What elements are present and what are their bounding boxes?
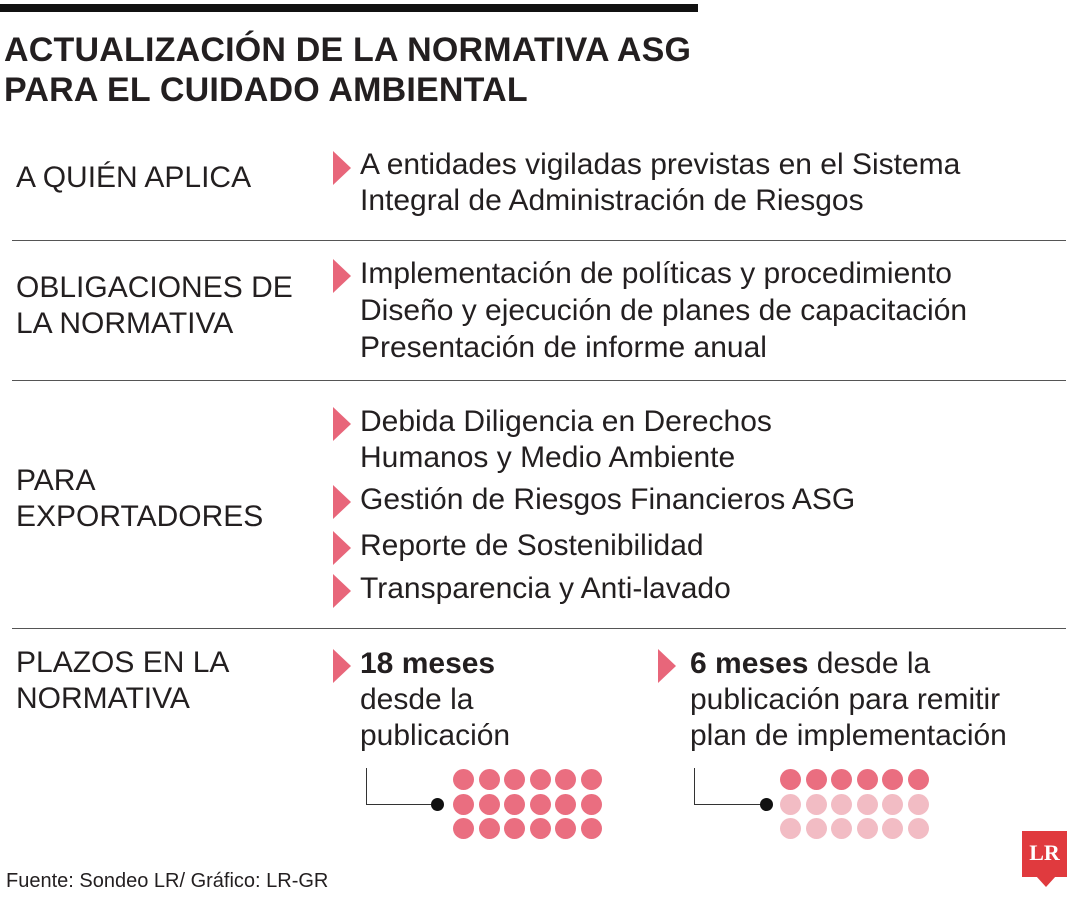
connector-dot <box>431 798 444 811</box>
row-label-line: OBLIGACIONES DE <box>16 271 293 304</box>
row-label-a-quien-aplica: A QUIÉN APLICA <box>16 160 251 196</box>
month-dot-filled <box>831 769 852 790</box>
month-dot-filled <box>529 793 551 815</box>
deadline-heading: 18 meses <box>360 646 495 682</box>
item-text: A entidades vigiladas previstas en el Si… <box>360 148 961 181</box>
arrow-icon <box>658 649 676 683</box>
month-dot-filled <box>478 793 500 815</box>
month-dot-empty <box>882 793 903 815</box>
month-dot-empty <box>831 818 852 839</box>
month-dot-empty <box>907 818 929 839</box>
page-title: ACTUALIZACIÓN DE LA NORMATIVA ASG PARA E… <box>4 30 904 110</box>
connector-line <box>694 768 765 805</box>
month-dot-filled <box>780 769 801 790</box>
month-dot-filled <box>856 769 878 790</box>
deadline-rest: desde la <box>808 647 931 680</box>
month-dot-filled <box>529 818 551 839</box>
row-label-line: A QUIÉN APLICA <box>16 161 252 194</box>
month-dot-filled <box>907 769 929 790</box>
deadline-bold: 18 meses <box>360 647 496 680</box>
month-dot-filled <box>504 818 525 839</box>
item-text: Transparencia y Anti-lavado <box>360 572 731 605</box>
item-text: Reporte de Sostenibilidad <box>360 529 704 562</box>
row-label-line: EXPORTADORES <box>16 500 264 533</box>
top-rule <box>0 4 698 12</box>
divider <box>12 240 1066 241</box>
month-dot-filled <box>555 818 576 839</box>
month-dot-filled <box>882 769 903 790</box>
source-note: Fuente: Sondeo LR/ Gráfico: LR-GR <box>6 870 329 892</box>
months-dot-grid-18 <box>453 769 602 839</box>
month-dot-empty <box>907 793 929 815</box>
divider <box>12 628 1066 629</box>
month-dot-empty <box>780 793 801 815</box>
month-dot-filled <box>478 818 500 839</box>
row-label-obligaciones: OBLIGACIONES DE LA NORMATIVA <box>16 270 293 342</box>
item-text: Diseño y ejecución de planes de capacita… <box>360 294 968 327</box>
month-dot-empty <box>805 818 827 839</box>
month-dot-filled <box>478 769 500 790</box>
row-label-line: LA NORMATIVA <box>16 307 234 340</box>
row-label-line: PARA <box>16 464 96 497</box>
month-dot-filled <box>453 818 474 839</box>
arrow-icon <box>333 259 351 293</box>
item-text: Debida Diligencia en Derechos <box>360 405 772 438</box>
row-label-plazos: PLAZOS EN LA NORMATIVA <box>16 645 229 717</box>
month-dot-filled <box>504 769 525 790</box>
month-dot-filled <box>453 769 474 790</box>
arrow-icon <box>333 649 351 683</box>
item-text: Presentación de informe anual <box>360 331 767 364</box>
lr-logo: LR <box>1022 831 1067 877</box>
month-dot-filled <box>529 769 551 790</box>
connector-line <box>366 768 437 805</box>
item-text: Implementación de políticas y procedimie… <box>360 257 952 290</box>
title-line-2: PARA EL CUIDADO AMBIENTAL <box>4 71 528 109</box>
lr-logo-tail <box>1036 876 1056 887</box>
item-text: Integral de Administración de Riesgos <box>360 184 864 217</box>
month-dot-filled <box>580 793 602 815</box>
deadline-heading: 6 meses desde la <box>690 646 930 682</box>
month-dot-filled <box>504 793 525 815</box>
arrow-icon <box>333 151 351 185</box>
arrow-icon <box>333 485 351 519</box>
connector-dot <box>760 798 773 811</box>
deadline-text: plan de implementación <box>690 719 1007 752</box>
month-dot-filled <box>555 793 576 815</box>
deadline-text: publicación <box>360 719 511 752</box>
month-dot-empty <box>856 793 878 815</box>
arrow-icon <box>333 407 351 441</box>
arrow-icon <box>333 531 351 565</box>
deadline-text: desde la <box>360 683 474 716</box>
item-text: Gestión de Riesgos Financieros ASG <box>360 483 856 516</box>
month-dot-filled <box>555 769 576 790</box>
title-line-1: ACTUALIZACIÓN DE LA NORMATIVA ASG <box>4 31 692 69</box>
item-text: Humanos y Medio Ambiente <box>360 441 736 474</box>
month-dot-empty <box>805 793 827 815</box>
arrow-icon <box>333 574 351 608</box>
months-dot-grid-6 <box>780 769 929 839</box>
row-label-line: PLAZOS EN LA <box>16 646 230 679</box>
month-dot-filled <box>580 818 602 839</box>
month-dot-filled <box>580 769 602 790</box>
month-dot-empty <box>882 818 903 839</box>
deadline-text: publicación para remitir <box>690 683 1001 716</box>
month-dot-empty <box>856 818 878 839</box>
month-dot-filled <box>805 769 827 790</box>
month-dot-filled <box>453 793 474 815</box>
month-dot-empty <box>780 818 801 839</box>
row-label-line: NORMATIVA <box>16 682 190 715</box>
deadline-bold: 6 meses <box>690 647 809 680</box>
row-label-exportadores: PARA EXPORTADORES <box>16 463 263 535</box>
month-dot-empty <box>831 793 852 815</box>
divider <box>12 380 1066 381</box>
